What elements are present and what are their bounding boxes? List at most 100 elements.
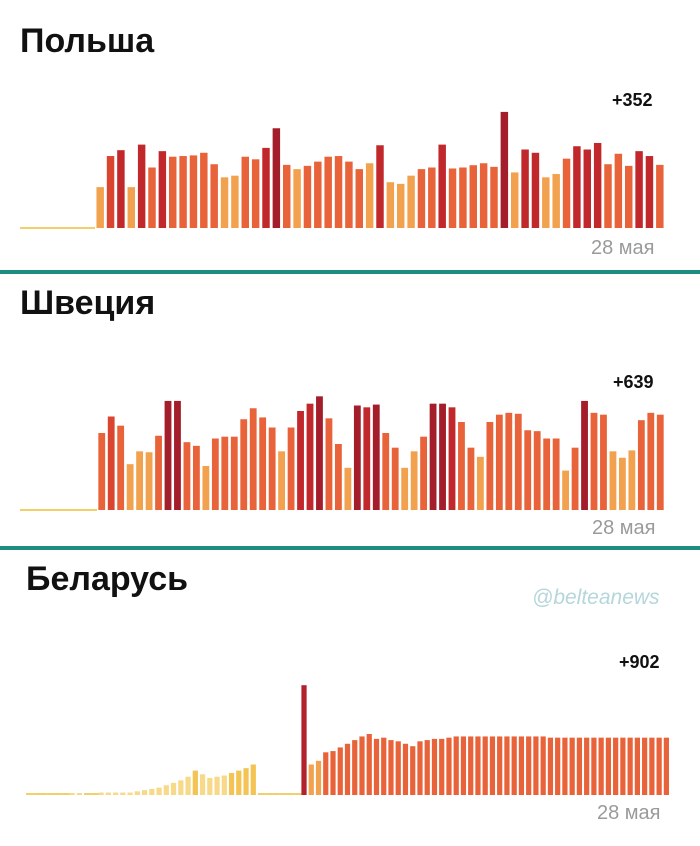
chart-title: Польша (20, 22, 155, 60)
bar (210, 164, 218, 228)
bar (174, 400, 181, 510)
bar (365, 163, 374, 228)
bar (301, 685, 307, 795)
bar (490, 166, 498, 228)
chart-title: Швеция (20, 284, 156, 322)
bar (467, 447, 475, 510)
bar (179, 156, 187, 228)
peak-value-label: +352 (612, 90, 653, 110)
bar (475, 736, 481, 795)
bar (395, 741, 401, 795)
bar (431, 738, 438, 795)
bar (220, 177, 229, 228)
bar (386, 182, 395, 228)
bar (504, 736, 510, 795)
bar (469, 165, 477, 228)
bar (106, 156, 115, 228)
bar (315, 760, 322, 795)
bar (308, 764, 314, 795)
bar (163, 785, 169, 795)
bar (214, 776, 220, 795)
bar (497, 736, 503, 795)
bar (98, 433, 106, 510)
bar (439, 738, 445, 795)
bar (407, 175, 415, 228)
bar (207, 777, 213, 795)
chart-panel-sweden: Швеция +639 28 мая (0, 276, 700, 546)
bar-zero (55, 793, 63, 795)
bar (323, 752, 329, 795)
bar (137, 144, 146, 228)
bar (552, 438, 560, 510)
bar (552, 174, 560, 228)
bar (381, 737, 387, 795)
bar (243, 768, 249, 795)
bar (185, 776, 191, 795)
watermark: @belteanews (532, 586, 660, 609)
bar-chart-sweden (20, 396, 664, 511)
bar (231, 175, 239, 228)
bar (287, 427, 295, 510)
bar (314, 161, 322, 228)
bar-chart-belarus (26, 685, 669, 795)
bar (352, 740, 358, 795)
bar (127, 792, 133, 795)
bar-zero (33, 793, 41, 795)
bar-zero (91, 793, 99, 795)
peak-value-label: +639 (613, 372, 654, 392)
bar (609, 451, 617, 510)
bar (518, 736, 525, 795)
bar (656, 414, 664, 510)
bar (316, 396, 323, 510)
bar (98, 792, 104, 795)
bar (363, 407, 371, 510)
bar (647, 412, 655, 510)
bar (482, 736, 488, 795)
bar (600, 414, 607, 510)
bar (514, 413, 522, 510)
bar (178, 780, 184, 795)
bar (448, 168, 457, 228)
bar (614, 153, 623, 228)
date-label: 28 мая (597, 802, 661, 824)
bar (376, 145, 384, 228)
bar (388, 740, 394, 795)
bar-zero (272, 793, 280, 795)
bar-zero (83, 793, 92, 795)
bar (420, 436, 428, 510)
bar (605, 737, 612, 795)
bar (476, 456, 484, 510)
bar (192, 770, 198, 795)
bar (505, 412, 513, 510)
bar (200, 152, 208, 228)
bar (581, 400, 588, 510)
bar (593, 142, 602, 228)
bar (134, 791, 140, 795)
bar (202, 466, 210, 510)
bar (306, 403, 314, 510)
bar (562, 158, 571, 228)
bar (573, 146, 581, 228)
bar (268, 427, 276, 510)
bar (211, 438, 219, 510)
bar (96, 187, 104, 228)
bar (598, 737, 604, 795)
bar (625, 165, 633, 228)
bar (424, 740, 430, 795)
bar (136, 451, 144, 510)
bar (628, 450, 636, 510)
bar (69, 793, 75, 795)
bar (555, 737, 561, 795)
bar (117, 150, 125, 228)
bar (372, 404, 380, 510)
bar (645, 156, 654, 228)
bar (105, 792, 111, 795)
bar (428, 167, 436, 228)
bar (521, 149, 529, 228)
bar-zero (62, 793, 70, 795)
bar (620, 737, 626, 795)
bar (112, 792, 119, 795)
bar (637, 420, 645, 510)
bar (634, 737, 640, 795)
bar (448, 407, 456, 510)
